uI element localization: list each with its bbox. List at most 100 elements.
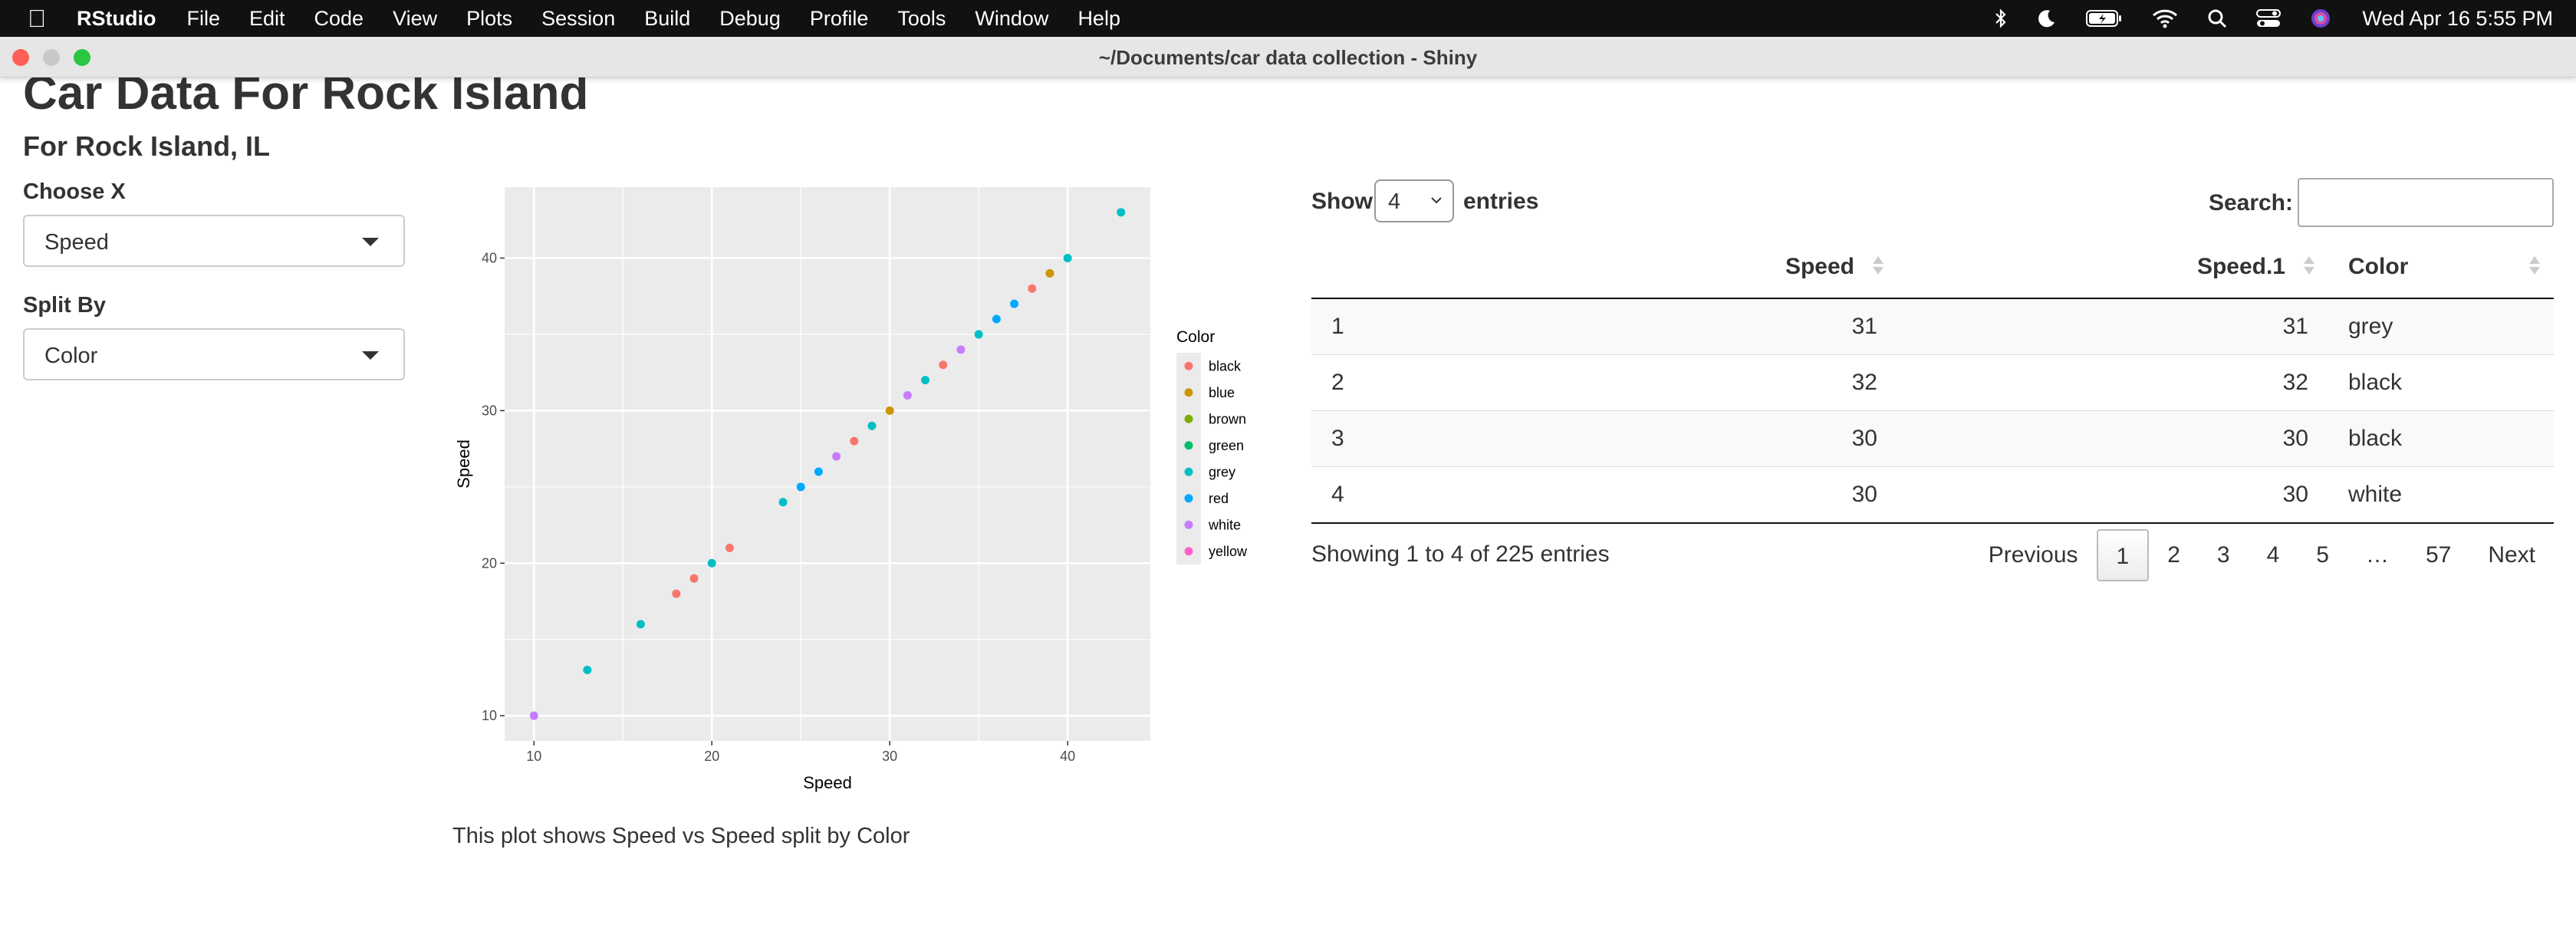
table-row[interactable]: 3 30 30 black [1311, 410, 2554, 467]
minimize-window-button[interactable] [43, 49, 60, 66]
table-info: Showing 1 to 4 of 225 entries [1311, 541, 1610, 567]
siri-icon[interactable] [2310, 8, 2331, 29]
page-subtitle: For Rock Island, IL [23, 130, 271, 162]
legend-label: yellow [1209, 544, 1248, 559]
legend-key-red [1184, 494, 1193, 503]
table-row[interactable]: 2 32 32 black [1311, 354, 2554, 411]
plot-legend: Color black blue brown green grey red white yel… [1176, 328, 1248, 564]
legend-label: blue [1209, 385, 1235, 400]
legend-label: brown [1209, 411, 1246, 426]
column-header-label: Speed.1 [2196, 254, 2285, 279]
pagination-next[interactable]: Next [2488, 542, 2535, 568]
split-by-value: Color [44, 344, 98, 368]
split-by-select[interactable]: Color [23, 328, 405, 380]
menu-tools[interactable]: Tools [879, 6, 946, 30]
menu-edit[interactable]: Edit [231, 6, 285, 30]
wifi-icon[interactable] [2152, 8, 2178, 28]
plot-caption: This plot shows Speed vs Speed split by … [452, 824, 910, 848]
chevron-down-icon [1429, 192, 1443, 212]
choose-x-value: Speed [44, 230, 109, 255]
y-tick-label: 20 [482, 555, 497, 571]
choose-x-select[interactable]: Speed [23, 215, 405, 267]
x-tick-label: 40 [1060, 749, 1075, 764]
split-by-label: Split By [23, 293, 106, 318]
pagination-page[interactable]: 5 [2316, 542, 2329, 568]
pagination-page[interactable]: 57 [2425, 542, 2452, 568]
control-center-icon[interactable] [2256, 8, 2282, 28]
menu-help[interactable]: Help [1059, 6, 1120, 30]
pagination-page[interactable]: 2 [2167, 542, 2180, 568]
table-row[interactable]: 4 30 30 white [1311, 466, 2554, 524]
search-label: Search: [2208, 190, 2293, 216]
menu-debug[interactable]: Debug [701, 6, 781, 30]
status-area: Wed Apr 16 5:55 PM [1965, 0, 2553, 37]
sort-icon [1873, 256, 1883, 276]
menu-file[interactable]: File [168, 6, 220, 30]
sort-icon [2304, 256, 2314, 276]
menubar-clock[interactable]: Wed Apr 16 5:55 PM [2362, 6, 2553, 30]
app-content: Car Data For Rock Island For Rock Island… [0, 77, 2576, 938]
data-point-grey [707, 558, 716, 568]
y-tick-label: 30 [482, 403, 497, 418]
cell-color: black [2328, 410, 2554, 467]
minor-gridlines [505, 187, 1150, 741]
moon-icon[interactable] [2037, 8, 2057, 28]
cell-color: black [2328, 354, 2554, 411]
column-header-speed[interactable]: Speed [1482, 236, 1897, 299]
legend-title: Color [1176, 328, 1215, 346]
zoom-window-button[interactable] [74, 49, 90, 66]
sort-icon [2529, 256, 2540, 276]
menu-plots[interactable]: Plots [448, 6, 512, 30]
search-input[interactable] [2298, 178, 2554, 227]
data-point-white [956, 345, 966, 354]
menu-app-name[interactable]: RStudio [58, 6, 156, 30]
cell-index: 1 [1311, 298, 1482, 355]
cell-index: 3 [1311, 410, 1482, 467]
battery-icon[interactable] [2086, 9, 2123, 28]
cell-speed1: 32 [1897, 354, 2328, 411]
major-gridlines [505, 187, 1150, 741]
legend-key-white [1184, 520, 1193, 529]
menu-build[interactable]: Build [626, 6, 690, 30]
menu-window[interactable]: Window [956, 6, 1048, 30]
close-window-button[interactable] [12, 49, 29, 66]
menu-session[interactable]: Session [523, 6, 615, 30]
apple-icon[interactable]:  [28, 5, 46, 33]
x-tick-label: 30 [882, 749, 897, 764]
table-row[interactable]: 1 31 31 grey [1311, 298, 2554, 355]
cell-index: 2 [1311, 354, 1482, 411]
pagination-page-current[interactable]: 1 [2096, 529, 2150, 581]
menu-profile[interactable]: Profile [791, 6, 869, 30]
data-point-grey [867, 421, 877, 430]
pagination-previous[interactable]: Previous [1988, 542, 2078, 568]
cell-speed: 32 [1482, 354, 1897, 411]
pagination-page[interactable]: 3 [2216, 542, 2230, 568]
column-header-speed1[interactable]: Speed.1 [1897, 236, 2328, 299]
pagination-ellipsis: … [2365, 542, 2389, 568]
column-header-color[interactable]: Color [2328, 236, 2554, 299]
data-point-white [832, 452, 841, 461]
entries-length-select[interactable]: 4 [1374, 179, 1454, 222]
window-titlebar: ~/Documents/car data collection - Shiny [0, 37, 2576, 77]
data-point-blue [885, 406, 894, 415]
bluetooth-icon[interactable] [1994, 8, 2008, 29]
y-axis-ticks: 10 20 30 40 [482, 250, 505, 723]
menu-code[interactable]: Code [295, 6, 364, 30]
legend-key-black [1184, 361, 1193, 370]
pagination-page[interactable]: 4 [2266, 542, 2280, 568]
scatter-plot: 10 20 30 40 10 20 30 40 Speed Speed Color blac… [454, 187, 1248, 792]
cell-speed: 30 [1482, 410, 1897, 467]
choose-x-label: Choose X [23, 179, 126, 204]
data-point-grey [1117, 208, 1126, 217]
x-tick-label: 20 [704, 749, 719, 764]
data-point-grey [1063, 253, 1072, 262]
data-table: Speed Speed.1 Color 1 31 [1311, 236, 2554, 524]
spotlight-search-icon[interactable] [2207, 8, 2227, 28]
entries-length-value: 4 [1388, 189, 1401, 214]
menu-view[interactable]: View [374, 6, 437, 30]
x-axis-ticks: 10 20 30 40 [526, 741, 1075, 764]
y-tick-label: 40 [482, 250, 497, 265]
x-axis-title: Speed [803, 773, 852, 792]
column-header-label: Speed [1785, 254, 1854, 279]
data-point-grey [778, 498, 788, 507]
